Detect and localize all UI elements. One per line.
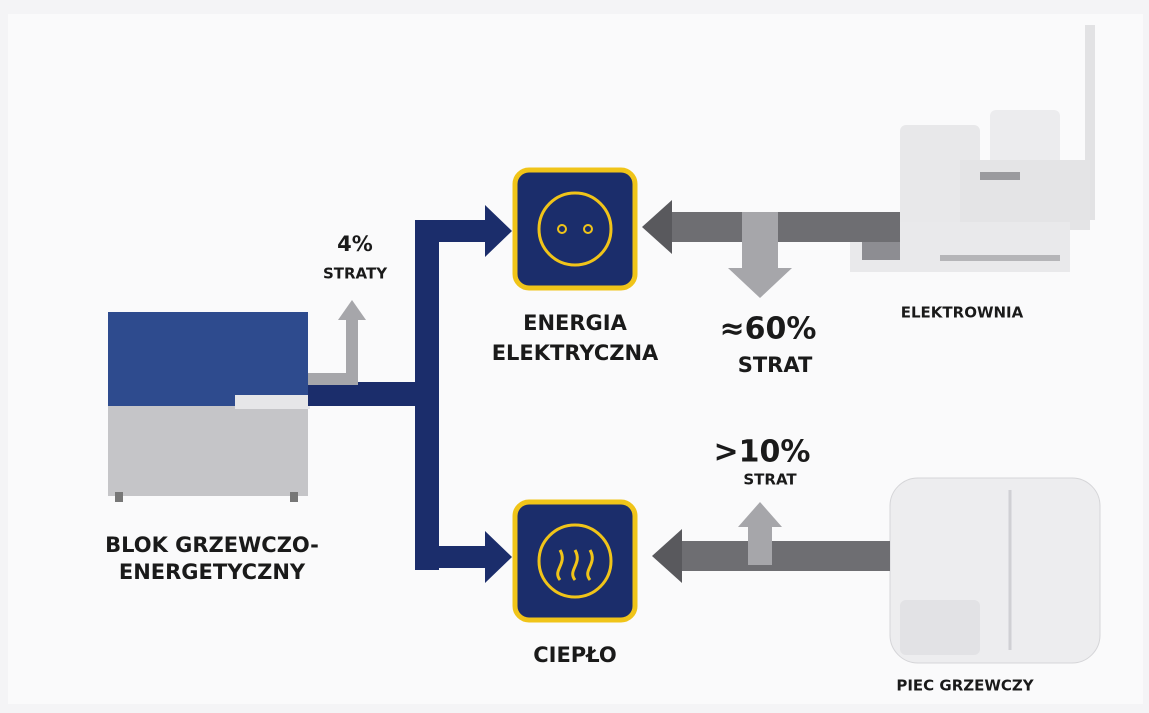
loss-value: 4% xyxy=(337,232,373,256)
chp-unit xyxy=(108,312,310,502)
loss-caption: STRAT xyxy=(743,471,797,489)
node-label: ENERGIA xyxy=(523,311,627,335)
flow-arrows xyxy=(308,205,512,583)
node-label: CIEPŁO xyxy=(533,643,617,667)
loss-value: ≈60% xyxy=(720,312,817,347)
node-label: BLOK GRZEWCZO- xyxy=(105,533,319,557)
node-label: ELEKTRYCZNA xyxy=(492,341,659,365)
node-label: ENERGETYCZNY xyxy=(119,560,306,584)
loss-arrows xyxy=(308,200,900,583)
node-label: ELEKTROWNIA xyxy=(901,304,1024,322)
loss-caption: STRATY xyxy=(323,265,388,283)
electricity-icon xyxy=(512,167,638,291)
heat-icon xyxy=(512,499,638,623)
furnace xyxy=(889,477,1101,664)
node-label: PIEC GRZEWCZY xyxy=(896,677,1034,695)
loss-value: >10% xyxy=(714,435,811,470)
loss-caption: STRAT xyxy=(738,353,813,377)
